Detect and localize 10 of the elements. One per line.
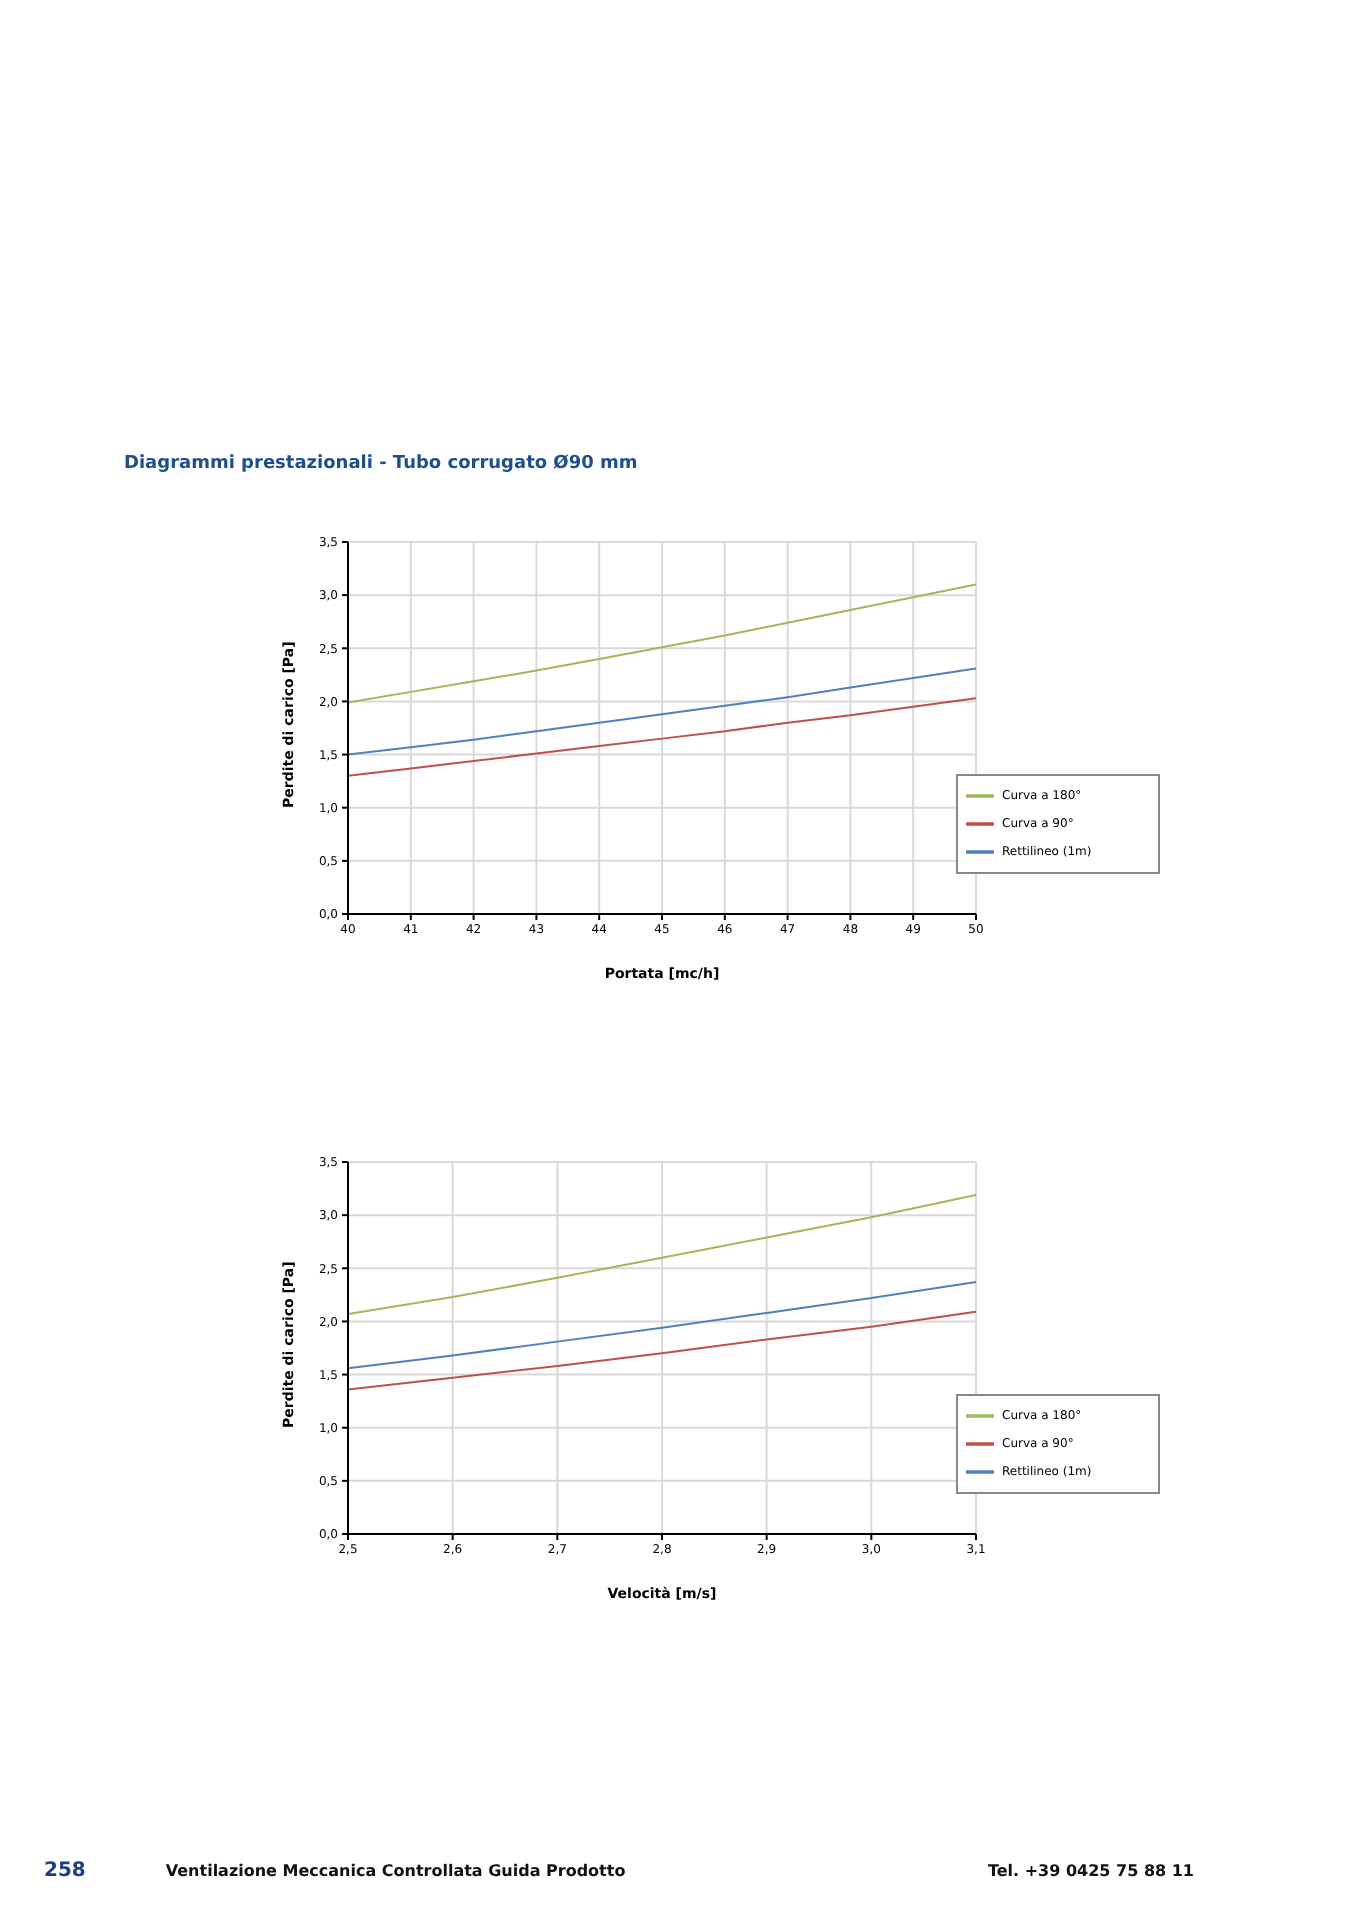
chart-title: Diagrammi prestazionali - Tubo corrugato Ø90 mm: [124, 454, 638, 474]
line-series: [348, 667, 976, 756]
text: Tel. +39 0425 75 88 11: [987, 1862, 1194, 1880]
line-series: [348, 583, 976, 704]
line-series: [348, 1310, 976, 1391]
text: Ventilazione Meccanica Controllata Guida Prodotto: [165, 1862, 626, 1880]
line-series: [348, 697, 976, 777]
text: 258: [44, 1860, 86, 1882]
line-series: [348, 1193, 976, 1315]
line-series: [348, 1281, 976, 1370]
